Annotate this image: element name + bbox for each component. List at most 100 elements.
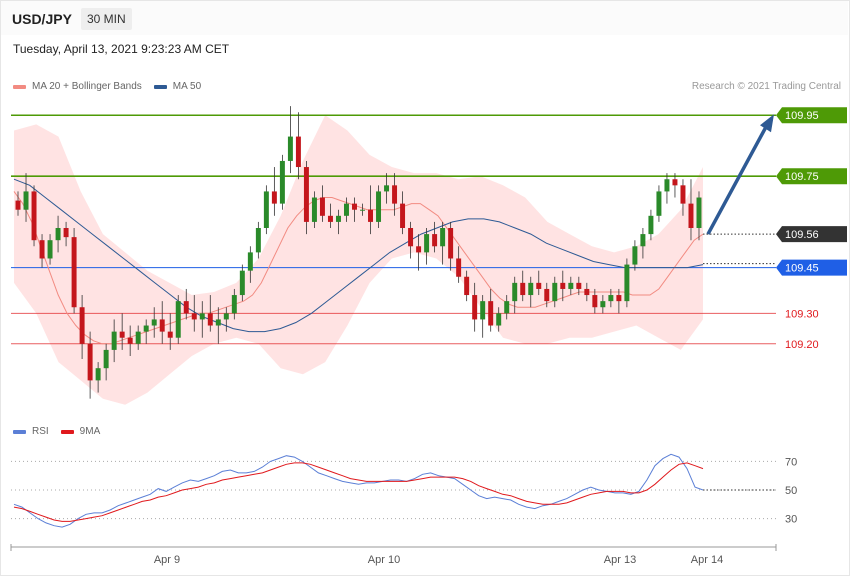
candle	[448, 221, 454, 271]
candle	[608, 288, 614, 308]
candle-body	[231, 295, 237, 314]
x-tick-apr-10: Apr 10	[368, 554, 400, 566]
timeframe-button[interactable]: 30 MIN	[81, 8, 132, 30]
candle	[648, 209, 654, 241]
rsi-tick-50: 50	[785, 485, 797, 497]
candle	[528, 276, 534, 308]
candle	[424, 228, 430, 265]
level-label-109-20: 109.20	[785, 339, 819, 351]
candle	[560, 270, 566, 302]
candle-body	[448, 228, 454, 259]
candle	[632, 240, 638, 271]
candle	[247, 246, 253, 283]
candle	[512, 276, 518, 314]
candle	[624, 258, 630, 308]
level-tag-109-45: 109.45	[776, 259, 847, 276]
candle	[496, 307, 502, 332]
candle	[319, 185, 325, 222]
candle-body	[127, 337, 133, 344]
candle-body	[656, 191, 662, 216]
candle-body	[279, 160, 285, 204]
candle-body	[343, 203, 349, 216]
candle	[191, 295, 197, 332]
candle-body	[472, 295, 478, 320]
candle-body	[408, 228, 414, 247]
candle-body	[47, 240, 53, 259]
candle-body	[247, 252, 253, 271]
candle-body	[400, 203, 406, 228]
candle-body	[103, 349, 109, 369]
candle	[696, 191, 702, 241]
rsi-legend-label: RSI	[32, 426, 49, 437]
candle-body	[87, 343, 93, 381]
level-tag-bg	[776, 168, 847, 185]
candle	[464, 270, 470, 302]
candle-body	[648, 215, 654, 235]
candle	[392, 173, 398, 216]
candle-body	[159, 319, 165, 332]
candle	[584, 282, 590, 302]
candle-body	[664, 179, 670, 192]
candle	[135, 325, 141, 350]
candle	[55, 215, 61, 253]
candle-body	[191, 313, 197, 320]
candle-body	[632, 246, 638, 265]
candle	[71, 228, 77, 314]
candle	[231, 288, 237, 320]
candle	[335, 209, 341, 235]
candle-body	[688, 203, 694, 228]
candle	[159, 301, 165, 344]
candle	[23, 173, 29, 222]
candle-body	[464, 276, 470, 296]
candle-body	[63, 228, 69, 238]
candle-body	[640, 234, 646, 247]
candle	[271, 167, 277, 216]
level-label-109-30: 109.30	[785, 308, 819, 320]
forecast-arrow-head	[760, 114, 774, 133]
candle-body	[520, 282, 526, 296]
candle	[456, 246, 462, 283]
candle	[95, 362, 101, 393]
candle	[87, 331, 93, 399]
candle-body	[440, 228, 446, 247]
candle	[600, 295, 606, 314]
level-tag-109-75: 109.75	[776, 168, 847, 185]
candle	[223, 307, 229, 332]
candle	[568, 276, 574, 296]
x-tick-apr-9: Apr 9	[154, 554, 180, 566]
candle	[384, 173, 390, 204]
candle-body	[512, 282, 518, 302]
candle	[640, 228, 646, 259]
candle-body	[135, 331, 141, 344]
candle-body	[432, 234, 438, 247]
candle-body	[31, 191, 37, 241]
candle-body	[111, 331, 117, 350]
candle	[103, 343, 109, 381]
candle-body	[23, 191, 29, 210]
candle	[311, 191, 317, 228]
candle	[440, 221, 446, 265]
candle-body	[528, 282, 534, 296]
candle-body	[552, 282, 558, 302]
candle	[616, 288, 622, 314]
candle-body	[496, 313, 502, 326]
level-tag-text: 109.45	[785, 263, 819, 275]
candle	[576, 276, 582, 296]
candle-body	[215, 319, 221, 326]
candle-body	[319, 197, 325, 216]
candle	[255, 221, 261, 259]
candle-body	[239, 270, 245, 296]
candle	[480, 295, 486, 338]
candle	[656, 185, 662, 222]
candle-body	[223, 313, 229, 320]
forecast-arrow	[706, 122, 770, 235]
rsi-tick-30: 30	[785, 514, 797, 526]
candle-body	[71, 237, 77, 308]
ma20-legend-label: MA 20 + Bollinger Bands	[32, 81, 142, 92]
rsi-legend: RSI 9MA	[13, 426, 100, 437]
candle	[287, 106, 293, 174]
candle-body	[327, 215, 333, 222]
symbol-label: USD/JPY	[12, 11, 72, 27]
candle-body	[416, 246, 422, 253]
